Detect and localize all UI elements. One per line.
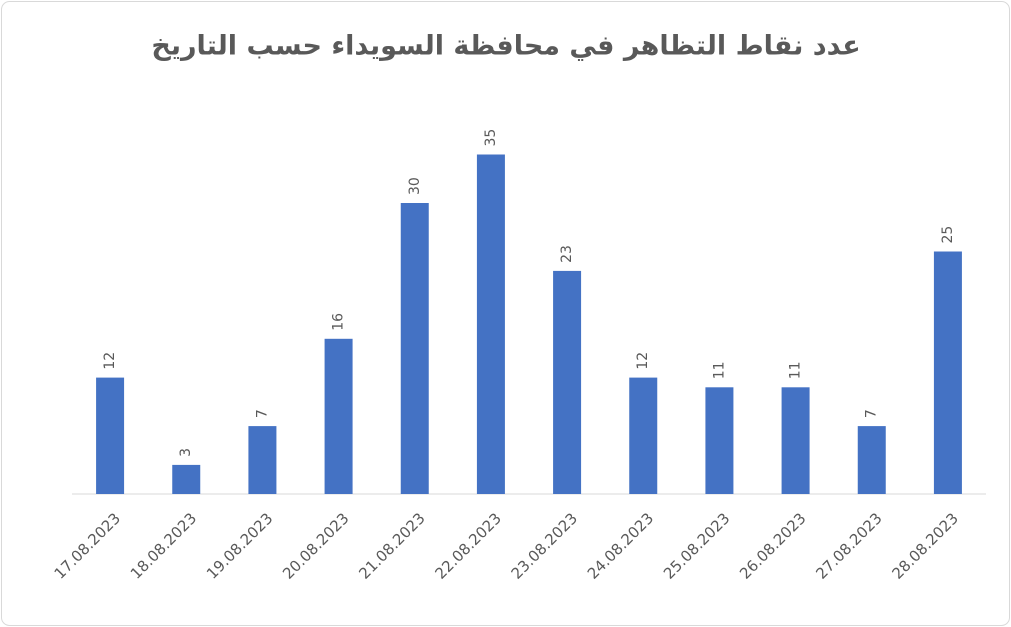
value-label: 25 <box>940 226 956 244</box>
bar <box>172 464 201 494</box>
value-label: 12 <box>635 352 651 370</box>
value-label: 30 <box>407 177 423 195</box>
value-label: 16 <box>331 313 347 331</box>
bar <box>553 270 582 494</box>
value-label: 7 <box>864 409 880 418</box>
bar <box>476 154 505 494</box>
bar <box>629 377 658 494</box>
bar <box>96 377 125 494</box>
value-label: 12 <box>102 352 118 370</box>
chart-title: عدد نقاط التظاهر في محافظة السويداء حسب … <box>151 31 860 62</box>
bar <box>324 338 353 494</box>
value-label: 11 <box>711 361 727 379</box>
bar <box>857 426 886 494</box>
value-label: 3 <box>178 448 194 457</box>
value-label: 23 <box>559 245 575 263</box>
bar <box>400 203 429 494</box>
value-label: 35 <box>483 129 499 147</box>
bar <box>248 426 277 494</box>
bar <box>705 387 734 494</box>
value-label: 11 <box>788 361 804 379</box>
bar <box>781 387 810 494</box>
bar <box>933 251 962 494</box>
value-label: 7 <box>254 409 270 418</box>
